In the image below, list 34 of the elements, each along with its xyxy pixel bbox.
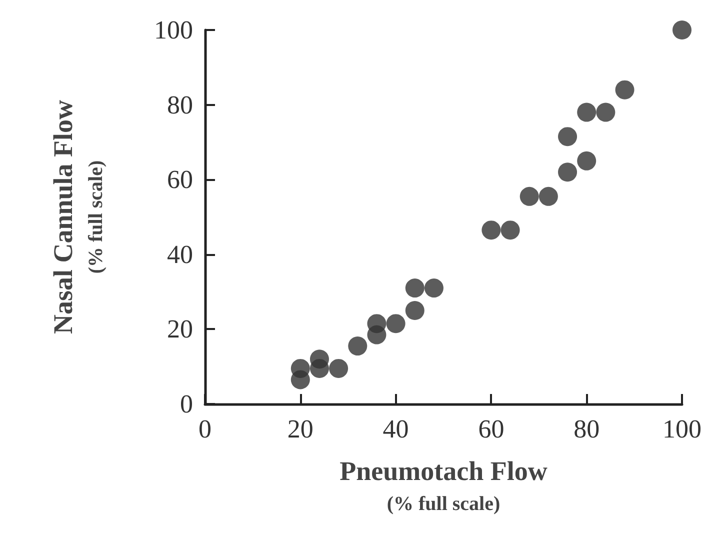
point bbox=[558, 127, 578, 146]
y-tick-label: 20 bbox=[167, 314, 193, 344]
point bbox=[615, 80, 634, 100]
x-tick-label: 80 bbox=[574, 414, 600, 444]
point bbox=[596, 102, 616, 122]
x-tick-label: 0 bbox=[198, 414, 212, 444]
point bbox=[538, 186, 558, 206]
y-axis-title: Nasal Cannula Flow (% full scale) bbox=[48, 99, 107, 334]
point bbox=[672, 20, 692, 40]
y-tick-label: 0 bbox=[180, 390, 193, 418]
point bbox=[405, 301, 424, 320]
point bbox=[424, 278, 444, 298]
y-tick-label: 100 bbox=[154, 16, 193, 44]
point bbox=[500, 220, 520, 240]
x-tick-label: 100 bbox=[662, 414, 702, 444]
point bbox=[367, 314, 386, 334]
point bbox=[348, 336, 368, 356]
point bbox=[290, 358, 310, 378]
x-tick-label: 40 bbox=[382, 414, 409, 444]
point bbox=[310, 358, 329, 378]
x-axis-title: Pneumotach Flow (% full scale) bbox=[340, 456, 548, 515]
point bbox=[405, 278, 424, 298]
point bbox=[558, 162, 578, 182]
x-tick-label: 60 bbox=[478, 414, 504, 444]
point bbox=[520, 186, 539, 206]
point bbox=[482, 220, 501, 240]
point bbox=[577, 151, 596, 170]
point bbox=[386, 314, 406, 334]
point bbox=[577, 102, 596, 122]
y-tick-label: 40 bbox=[167, 240, 193, 269]
x-tick-label: 20 bbox=[287, 414, 314, 444]
y-tick-label: 80 bbox=[167, 90, 193, 120]
y-tick-label: 60 bbox=[167, 165, 193, 194]
point bbox=[329, 358, 348, 378]
